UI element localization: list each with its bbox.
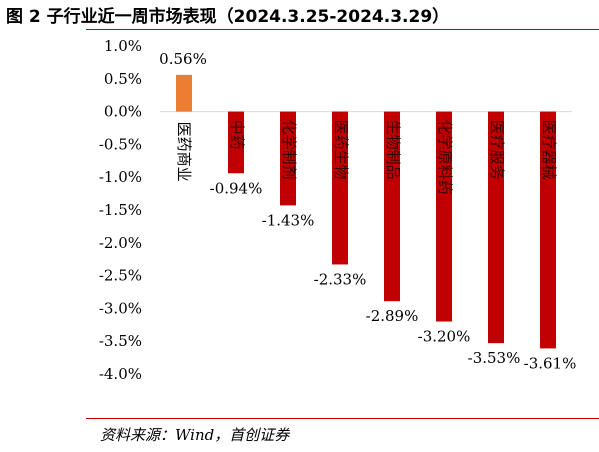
- category-label: 医疗器械: [540, 120, 558, 180]
- category-label: 中药: [228, 120, 246, 150]
- data-label: -3.53%: [468, 349, 521, 367]
- bar: [540, 111, 556, 349]
- bar: [436, 111, 452, 322]
- category-label: 医药商业: [175, 122, 193, 182]
- data-label: -2.89%: [366, 307, 419, 325]
- data-label: -1.43%: [262, 211, 315, 229]
- y-tick-label: -1.5%: [99, 201, 142, 219]
- y-tick-label: -2.5%: [99, 267, 142, 285]
- y-axis-ticks: 1.0% 0.5% 0.0% -0.5% -1.0% -1.5% -2.0% -2.5% -3.…: [99, 37, 142, 383]
- y-tick-label: -2.0%: [99, 234, 142, 252]
- y-tick-label: -1.0%: [99, 168, 142, 186]
- bar: [228, 111, 244, 174]
- bar: [332, 111, 348, 265]
- y-tick-label: -4.0%: [99, 365, 142, 383]
- category-label: 医药生物: [332, 120, 350, 180]
- y-tick-label: -3.5%: [99, 332, 142, 350]
- category-label: 化学原料药: [436, 120, 454, 195]
- category-label: 生物制品: [384, 120, 402, 180]
- data-label: 0.56%: [159, 50, 207, 68]
- chart-source: 资料来源：Wind，首创证券: [100, 426, 290, 444]
- title-rule: [86, 29, 599, 30]
- bar: [176, 74, 192, 112]
- category-label: 化学制剂: [280, 120, 298, 180]
- y-tick-label: -0.5%: [99, 135, 142, 153]
- data-label: -2.33%: [314, 270, 367, 288]
- data-label: -3.61%: [524, 354, 577, 372]
- bar: [488, 111, 504, 344]
- data-label: -0.94%: [210, 179, 263, 197]
- y-tick-label: 0.0%: [104, 103, 142, 121]
- footer-rule: [86, 418, 599, 419]
- bars: [176, 74, 556, 349]
- chart-title: 图 2 子行业近一周市场表现（2024.3.25-2024.3.29）: [6, 7, 450, 27]
- data-label: -3.20%: [418, 328, 471, 346]
- category-label: 医疗服务: [488, 120, 506, 180]
- category-labels: 医药商业 中药 化学制剂 医药生物 生物制品 化学原料药 医疗服务 医疗器械: [175, 120, 558, 195]
- y-tick-label: -3.0%: [99, 299, 142, 317]
- data-labels: 0.56% -0.94% -1.43% -2.33% -2.89% -3.20% -3.53…: [159, 50, 576, 373]
- bar: [384, 111, 400, 302]
- y-tick-label: 0.5%: [104, 70, 142, 88]
- bar: [280, 111, 296, 206]
- y-tick-label: 1.0%: [104, 37, 142, 55]
